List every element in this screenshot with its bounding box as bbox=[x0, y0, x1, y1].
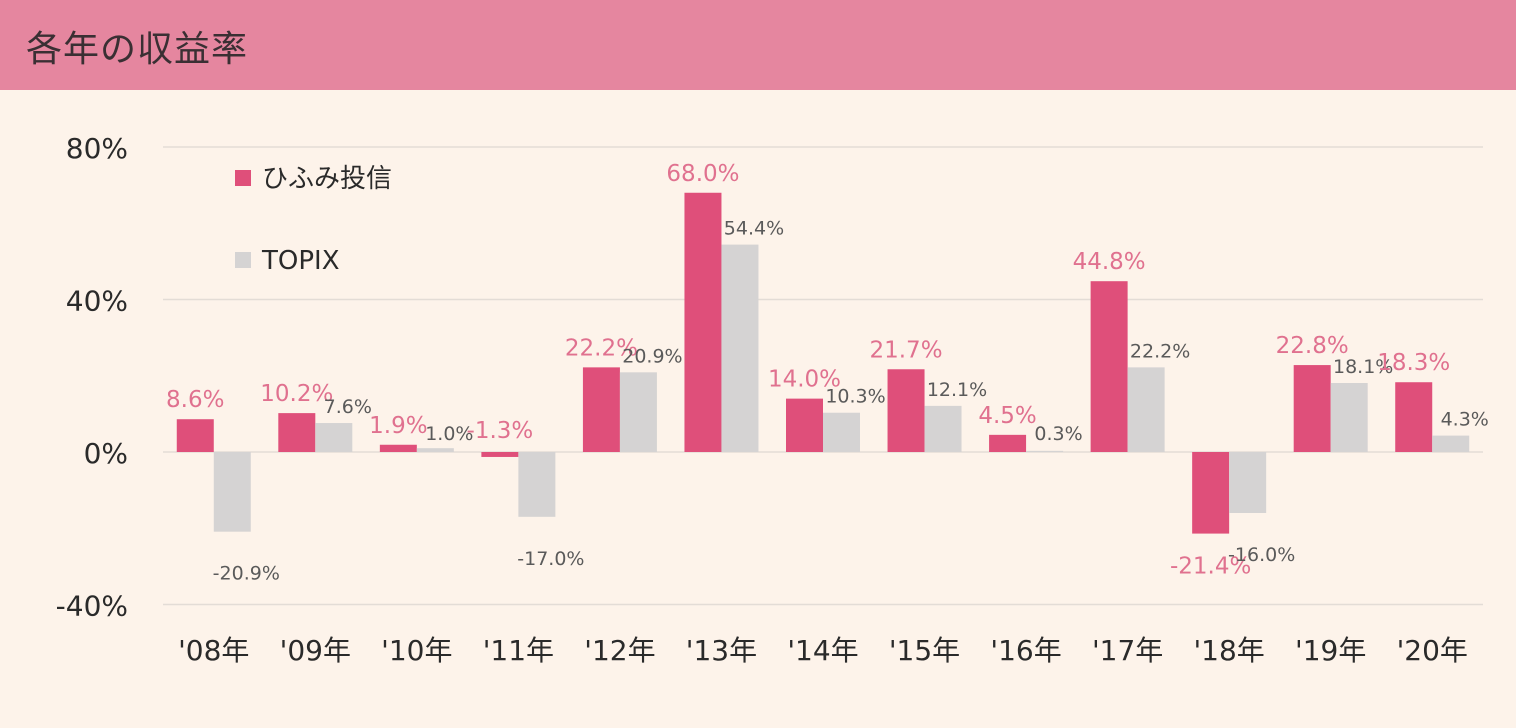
data-label-topix: 1.0% bbox=[425, 423, 473, 445]
bar-hifumi bbox=[379, 444, 417, 452]
data-label-hifumi: 14.0% bbox=[768, 367, 841, 393]
data-label-hifumi: 22.8% bbox=[1276, 333, 1349, 359]
data-label-hifumi: 44.8% bbox=[1073, 249, 1146, 275]
data-label-topix: 54.4% bbox=[724, 218, 784, 240]
bar-topix bbox=[1026, 450, 1064, 452]
x-tick-label: '20年 bbox=[1397, 634, 1468, 667]
chart-header: 各年の収益率 bbox=[0, 0, 1516, 90]
bar-hifumi bbox=[684, 192, 722, 452]
x-tick-label: '16年 bbox=[990, 634, 1061, 667]
y-tick-label: -40% bbox=[56, 590, 128, 623]
bar-hifumi bbox=[887, 369, 925, 452]
data-label-hifumi: 68.0% bbox=[666, 161, 739, 187]
x-tick-label: '19年 bbox=[1295, 634, 1366, 667]
bar-hifumi bbox=[176, 419, 214, 452]
bar-hifumi bbox=[1192, 452, 1230, 534]
x-tick-label: '17年 bbox=[1092, 634, 1163, 667]
data-label-hifumi: 18.3% bbox=[1377, 350, 1450, 376]
data-labels: 8.6% -20.9% 10.2%7.6%1.9%1.0%-1.3% -17.0% 22… bbox=[166, 161, 1489, 585]
data-label-hifumi: 10.2% bbox=[260, 381, 333, 407]
bar-topix bbox=[721, 244, 759, 452]
data-label-topix: 20.9% bbox=[622, 345, 682, 367]
legend-swatch-hifumi bbox=[235, 170, 251, 186]
bar-hifumi bbox=[1395, 382, 1433, 452]
data-label-hifumi: -21.4% bbox=[1170, 554, 1251, 580]
data-label-topix: 12.1% bbox=[927, 379, 987, 401]
bar-hifumi bbox=[786, 398, 823, 452]
x-tick-label: '13年 bbox=[686, 634, 757, 667]
bar-topix bbox=[924, 405, 962, 452]
bar-topix bbox=[1127, 367, 1165, 452]
bar-hifumi bbox=[481, 452, 519, 457]
data-label-topix: 10.3% bbox=[825, 386, 885, 408]
data-label-topix: 7.6% bbox=[324, 396, 372, 418]
bar-topix bbox=[619, 372, 657, 452]
x-tick-label: '11年 bbox=[483, 634, 554, 667]
x-tick-label: '18年 bbox=[1193, 634, 1264, 667]
chart-area: 80% 40% 0% -40% 8.6% -20.9% 10.2% 7.6% 1.9% 1.0%… bbox=[0, 90, 1516, 724]
chart-title: 各年の収益率 bbox=[26, 29, 249, 70]
data-label-hifumi: 1.9% bbox=[369, 413, 427, 439]
data-label-hifumi: 4.5% bbox=[978, 403, 1036, 429]
data-label-hifumi: -1.3% bbox=[467, 418, 534, 444]
x-tick-label: '14年 bbox=[787, 634, 858, 667]
x-tick-label: '12年 bbox=[584, 634, 655, 667]
x-tick-label: '09年 bbox=[280, 634, 351, 667]
data-label-topix: 22.2% bbox=[1130, 340, 1190, 362]
bar-hifumi bbox=[1090, 281, 1128, 452]
bar-hifumi bbox=[989, 434, 1027, 452]
y-tick-label: 80% bbox=[66, 132, 128, 165]
legend-label-topix: TOPIX bbox=[261, 246, 340, 276]
data-label-hifumi: 22.2% bbox=[565, 335, 638, 361]
bar-topix bbox=[416, 448, 454, 452]
x-tick-label: '15年 bbox=[889, 634, 960, 667]
bar-hifumi bbox=[1293, 365, 1331, 452]
data-label-topix: 4.3% bbox=[1441, 409, 1489, 431]
legend-swatch-topix bbox=[235, 252, 251, 268]
bar-hifumi bbox=[582, 367, 620, 452]
x-tick-label: '10年 bbox=[381, 634, 452, 667]
bar-topix bbox=[823, 412, 860, 452]
y-tick-labels: 80% 40% 0% -40% bbox=[56, 132, 128, 623]
legend-label-hifumi: ひふみ投信 bbox=[262, 164, 392, 194]
data-label-hifumi: 21.7% bbox=[869, 337, 942, 363]
bar-hifumi bbox=[278, 413, 316, 452]
bar-topix bbox=[1229, 452, 1267, 513]
bar-topix bbox=[213, 452, 251, 532]
legend: ひふみ投信 TOPIX bbox=[235, 164, 392, 276]
bar-topix bbox=[518, 452, 556, 517]
data-label-topix: 0.3% bbox=[1034, 423, 1082, 445]
data-label-topix: 18.1% bbox=[1333, 356, 1393, 378]
bar-topix bbox=[1432, 435, 1470, 452]
bars bbox=[176, 192, 1470, 534]
bar-chart: 80% 40% 0% -40% 8.6% -20.9% 10.2%7.6%1.9%1.0%… bbox=[56, 132, 1489, 667]
data-label-topix: -20.9% bbox=[213, 563, 280, 585]
y-tick-label: 0% bbox=[84, 437, 128, 470]
data-label-topix: -17.0% bbox=[517, 548, 584, 570]
bar-topix bbox=[315, 423, 353, 452]
data-label-topix: -16.0% bbox=[1228, 544, 1295, 566]
data-label-hifumi: 8.6% bbox=[166, 387, 224, 413]
x-tick-labels: '08年 '09年 '10年 '11年 '12年 '13年 '14年 '15年 '16年 '17年… bbox=[178, 634, 1468, 667]
x-tick-label: '08年 bbox=[178, 634, 249, 667]
y-tick-label: 40% bbox=[66, 285, 128, 318]
bar-topix bbox=[1330, 382, 1368, 452]
